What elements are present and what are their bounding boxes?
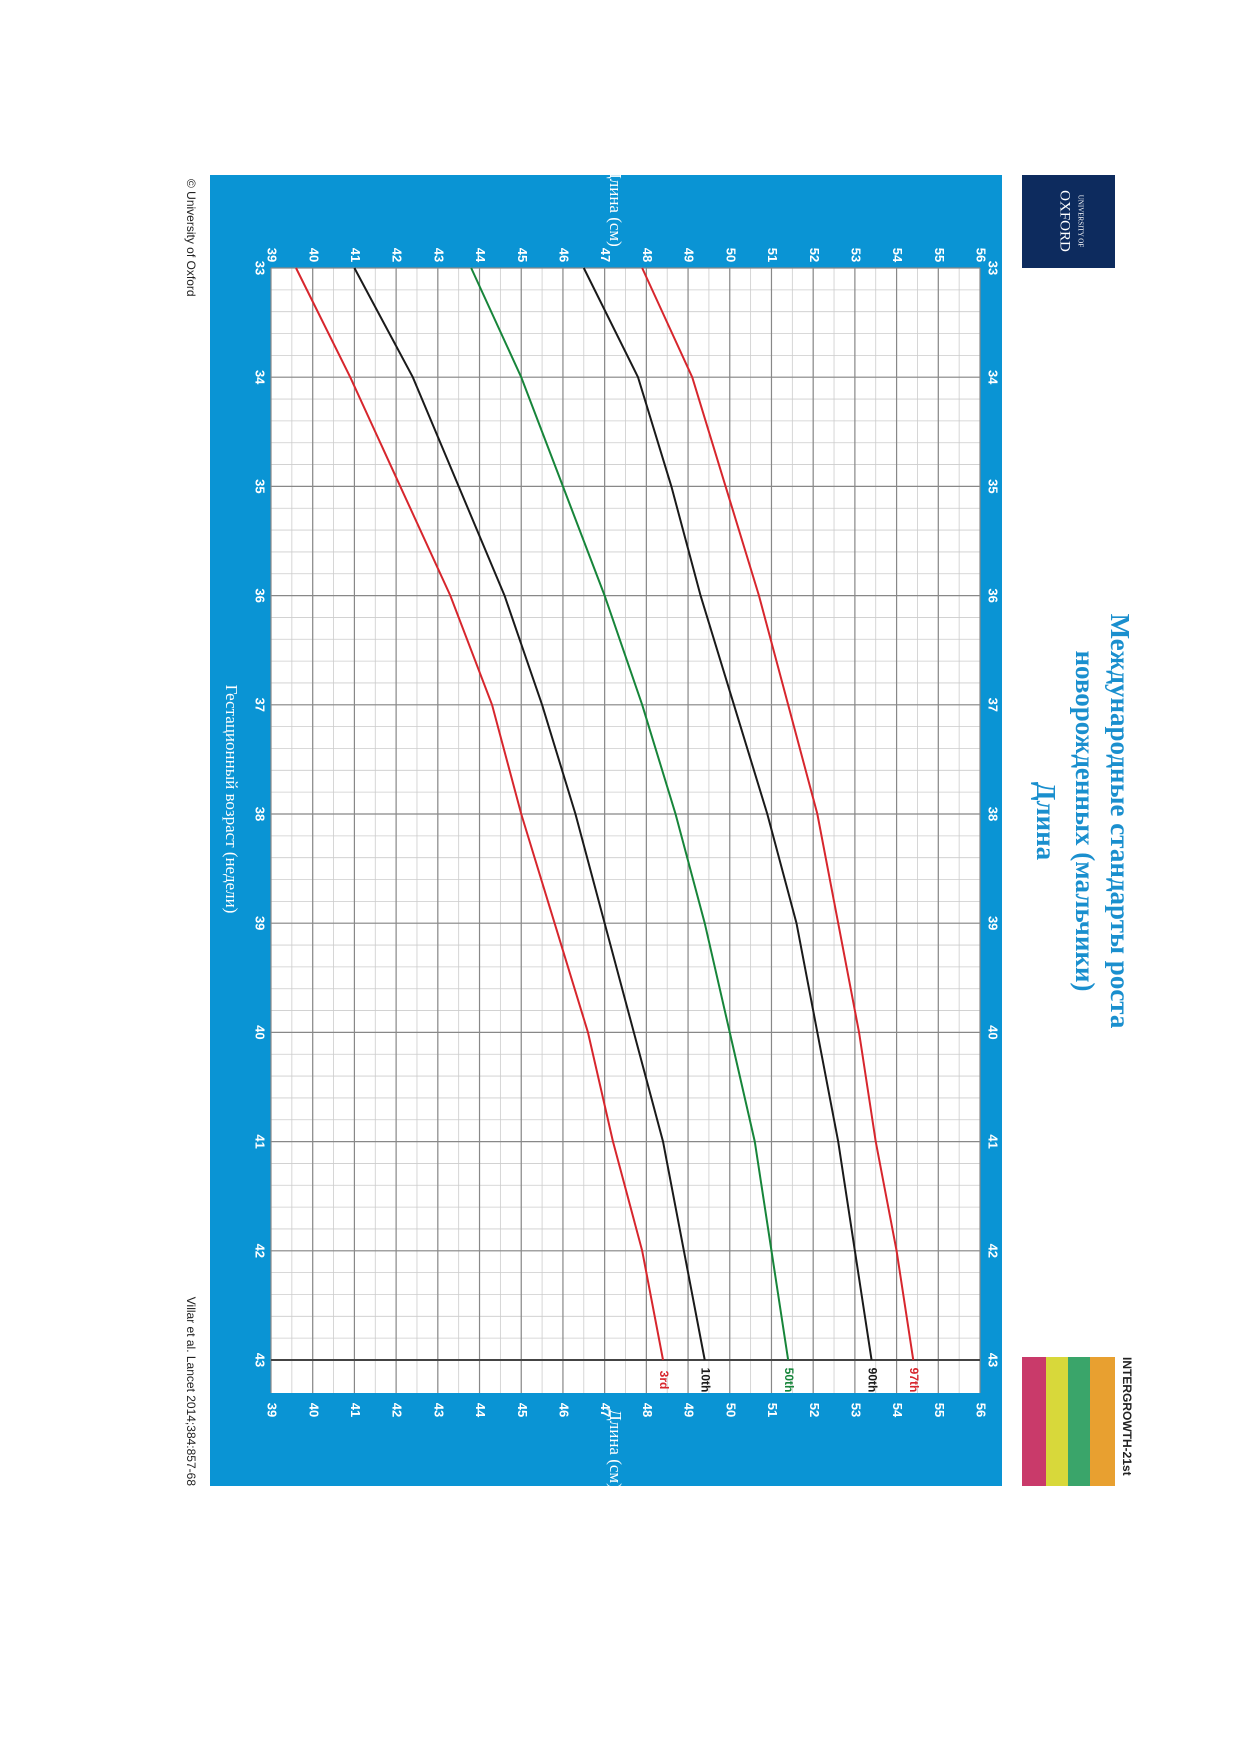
x-tick-label: 39 <box>253 916 268 930</box>
y-tick-label: 49 <box>682 248 697 262</box>
y-tick-label: 48 <box>640 1403 655 1417</box>
y-tick-label: 51 <box>765 248 780 262</box>
y-tick-label: 48 <box>640 248 655 262</box>
y-tick-label: 41 <box>348 1403 363 1417</box>
percentile-line <box>470 267 790 1361</box>
logo-band <box>1046 1357 1068 1486</box>
x-axis-label: Гестационный возраст (недели) <box>222 685 241 914</box>
chart-title: новорожденных (мальчики) <box>1070 651 1100 992</box>
percentile-line <box>582 267 873 1361</box>
x-tick-label: 38 <box>986 807 1001 821</box>
y-tick-label: 53 <box>848 1403 863 1417</box>
logo-text: OXFORD <box>1057 190 1073 252</box>
copyright: © University of Oxford <box>184 179 198 297</box>
y-tick-label: 51 <box>765 1403 780 1417</box>
y-tick-label: 52 <box>807 248 822 262</box>
x-tick-label: 42 <box>986 1244 1001 1258</box>
y-tick-label: 41 <box>348 248 363 262</box>
y-tick-label: 43 <box>431 1403 446 1417</box>
legend-label: 10th <box>699 1368 713 1393</box>
percentile-line <box>641 267 915 1361</box>
y-tick-label: 45 <box>515 248 530 262</box>
y-tick-label: 45 <box>515 1403 530 1417</box>
y-tick-label: 39 <box>265 1403 280 1417</box>
oxford-logo <box>1022 175 1115 268</box>
y-tick-label: 42 <box>390 248 405 262</box>
y-tick-label: 42 <box>390 1403 405 1417</box>
y-axis-label: Длина (см) <box>606 1409 625 1489</box>
chart-subtitle: Длина <box>1031 782 1061 861</box>
x-tick-label: 33 <box>986 261 1001 275</box>
y-tick-label: 55 <box>932 248 947 262</box>
x-tick-label: 36 <box>253 588 268 602</box>
y-tick-label: 47 <box>598 1403 613 1417</box>
x-tick-label: 35 <box>986 479 1001 493</box>
y-tick-label: 46 <box>557 248 572 262</box>
x-tick-label: 40 <box>253 1025 268 1039</box>
x-tick-label: 34 <box>986 370 1001 385</box>
y-tick-label: 47 <box>598 248 613 262</box>
x-tick-label: 43 <box>253 1353 268 1367</box>
percentile-line <box>353 267 706 1361</box>
y-tick-label: 44 <box>473 248 488 263</box>
y-tick-label: 43 <box>431 248 446 262</box>
y-tick-label: 54 <box>890 1403 905 1418</box>
x-tick-label: 41 <box>986 1134 1001 1148</box>
y-tick-label: 56 <box>974 248 989 262</box>
x-tick-label: 34 <box>253 370 268 385</box>
chart: Международные стандарты роста новорожден… <box>184 167 1135 1489</box>
y-tick-label: 50 <box>723 248 738 262</box>
y-tick-label: 40 <box>306 1403 321 1417</box>
logo-band <box>1022 1357 1046 1486</box>
x-tick-label: 39 <box>986 916 1001 930</box>
x-tick-label: 42 <box>253 1244 268 1258</box>
legend-label: 90th <box>865 1368 879 1393</box>
x-tick-label: 37 <box>253 698 268 712</box>
y-tick-label: 52 <box>807 1403 822 1417</box>
y-tick-label: 46 <box>557 1403 572 1417</box>
citation: Villar et al. Lancet 2014;384:857-68 <box>184 1297 198 1487</box>
legend-label: 97th <box>907 1368 921 1393</box>
x-tick-label: 41 <box>253 1134 268 1148</box>
y-tick-label: 44 <box>473 1403 488 1418</box>
logo-text: UNIVERSITY OF <box>1076 195 1084 248</box>
x-tick-label: 38 <box>253 807 268 821</box>
x-tick-label: 33 <box>253 261 268 275</box>
y-axis-label: Длина (см) <box>606 167 625 247</box>
y-tick-label: 53 <box>848 248 863 262</box>
y-tick-label: 49 <box>682 1403 697 1417</box>
x-tick-label: 43 <box>986 1353 1001 1367</box>
x-tick-label: 36 <box>986 588 1001 602</box>
x-tick-label: 40 <box>986 1025 1001 1039</box>
logo-text: INTERGROWTH-21st <box>1120 1357 1134 1476</box>
y-tick-label: 39 <box>265 248 280 262</box>
y-tick-label: 55 <box>932 1403 947 1417</box>
y-tick-label: 54 <box>890 248 905 263</box>
y-tick-label: 40 <box>306 248 321 262</box>
y-tick-label: 50 <box>723 1403 738 1417</box>
y-tick-label: 56 <box>974 1403 989 1417</box>
legend-label: 3rd <box>657 1371 671 1390</box>
x-tick-label: 35 <box>253 479 268 493</box>
legend-label: 50th <box>782 1368 796 1393</box>
percentile-line <box>295 267 665 1361</box>
logo-band <box>1068 1357 1090 1486</box>
chart-title: Международные стандарты роста <box>1105 614 1135 1029</box>
x-tick-label: 37 <box>986 698 1001 712</box>
